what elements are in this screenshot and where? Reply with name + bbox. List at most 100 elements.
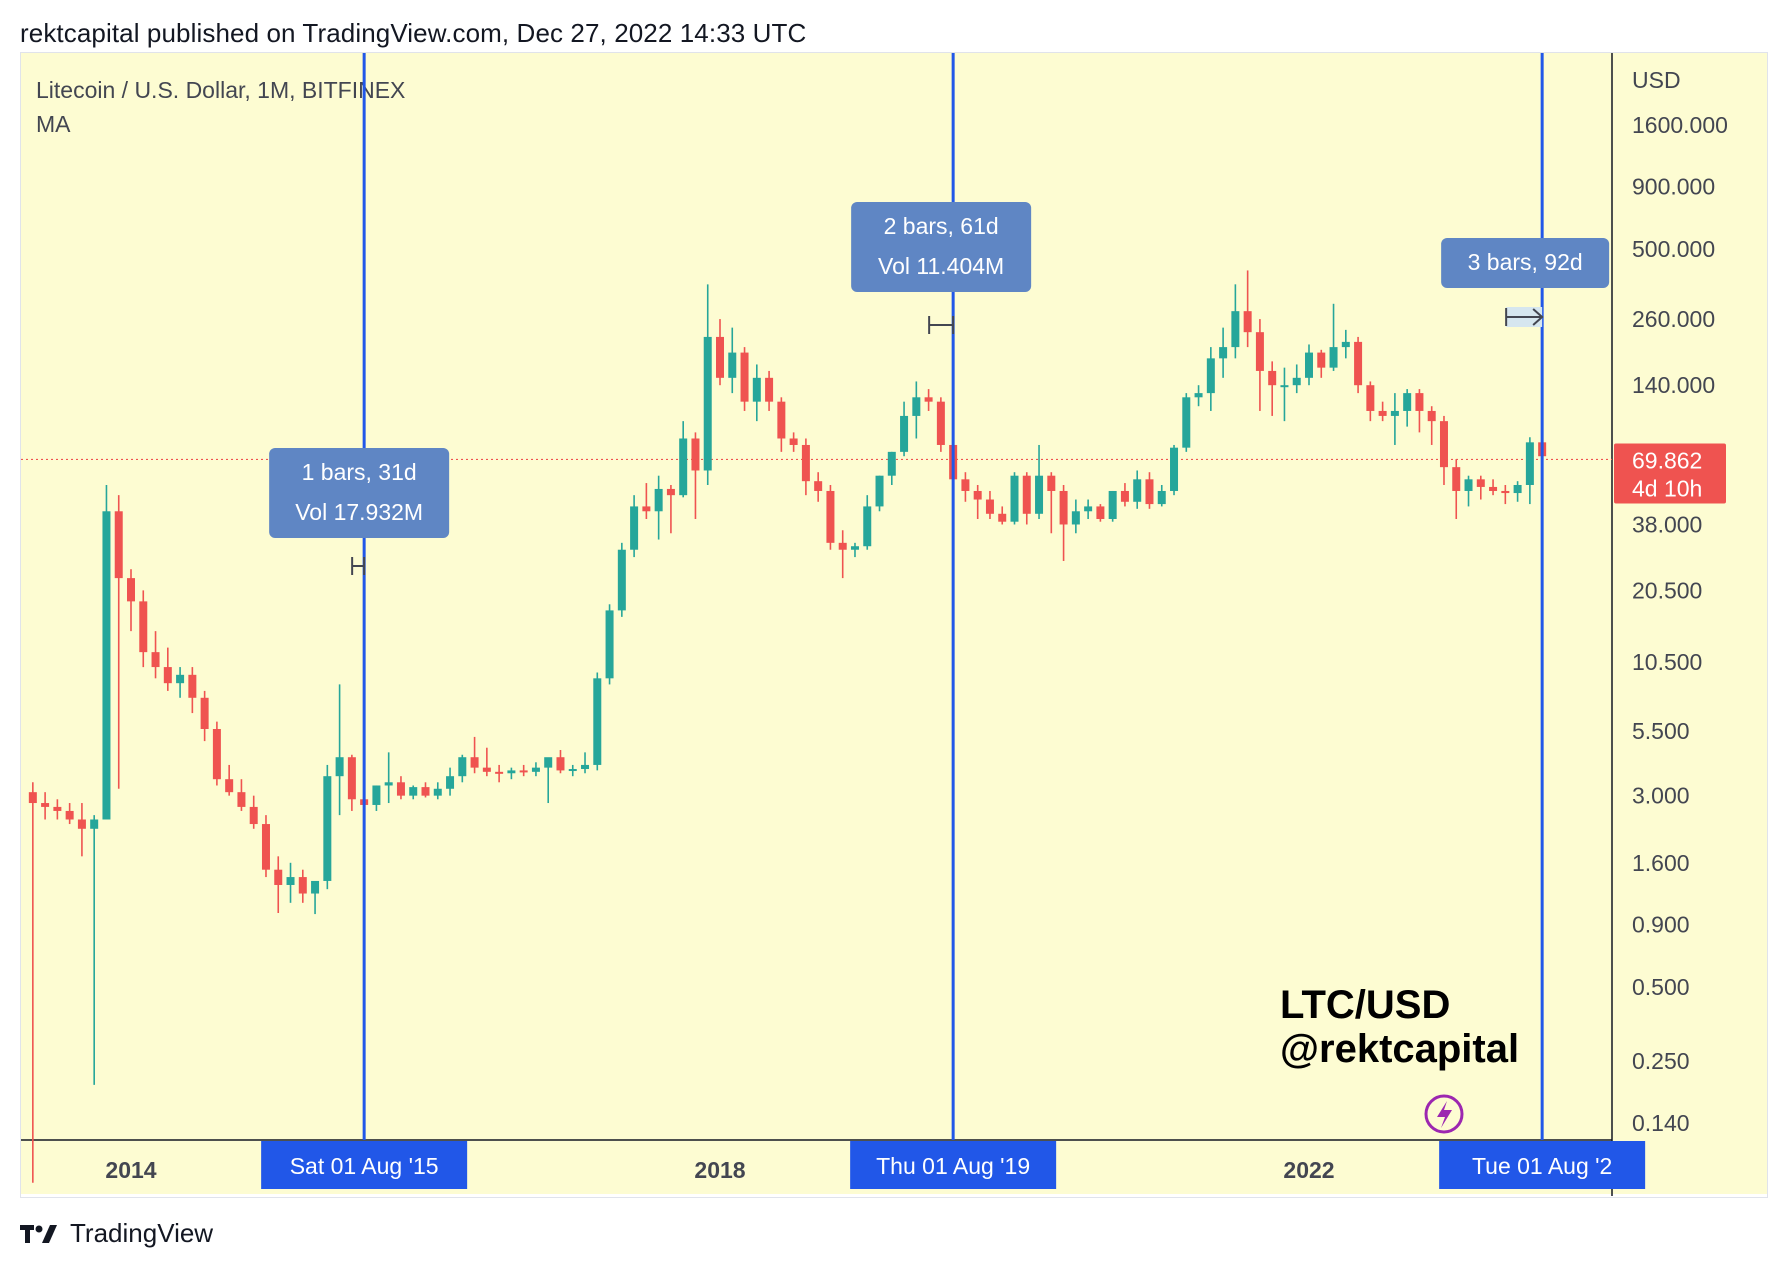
date-label: Tue 01 Aug '2 xyxy=(1472,1153,1612,1179)
candle-body xyxy=(212,728,221,780)
candle-body xyxy=(470,757,479,768)
candle-body xyxy=(875,475,884,507)
candle-body xyxy=(495,771,504,774)
candle-body xyxy=(1427,410,1436,422)
candle-body xyxy=(298,877,307,894)
candle-body xyxy=(1366,385,1375,411)
candle-body xyxy=(1513,484,1522,494)
candle-body xyxy=(519,770,528,773)
candle-body xyxy=(1354,341,1363,386)
candle-body xyxy=(176,674,185,684)
candle-body xyxy=(1206,358,1215,394)
y-tick-label: 20.500 xyxy=(1632,577,1702,603)
candle-body xyxy=(433,788,442,796)
chart-frame xyxy=(20,52,1768,1198)
candle-body xyxy=(998,513,1007,522)
candle-body xyxy=(1120,490,1129,502)
candle-body xyxy=(1305,352,1313,378)
x-tick-label: 2022 xyxy=(1283,1157,1334,1183)
candle-body xyxy=(1231,311,1240,348)
candle-body xyxy=(1280,385,1289,388)
candle-body xyxy=(163,667,172,684)
candle-body xyxy=(1108,490,1117,520)
currency-label: USD xyxy=(1632,67,1681,93)
candle-body xyxy=(114,511,123,579)
y-tick-label: 10.500 xyxy=(1632,649,1702,675)
candle-body xyxy=(372,785,381,805)
y-tick-label: 500.000 xyxy=(1632,236,1715,262)
candle-body xyxy=(1403,393,1412,411)
publish-header: rektcapital published on TradingView.com… xyxy=(20,18,807,48)
watermark-pair: LTC/USD xyxy=(1280,983,1450,1027)
date-label-bg xyxy=(261,1141,468,1189)
candle-body xyxy=(605,610,614,679)
measure-tooltip-bg xyxy=(1441,238,1610,288)
candle-body xyxy=(728,352,737,378)
candle-body xyxy=(1255,332,1264,371)
indicator-label: MA xyxy=(36,111,71,137)
date-label-bg xyxy=(1439,1141,1646,1189)
candle-body xyxy=(1268,370,1277,386)
candle-body xyxy=(151,652,160,668)
measure-tooltip-text: 2 bars, 61d xyxy=(884,213,999,239)
y-tick-label: 1.600 xyxy=(1632,850,1690,876)
candle-body xyxy=(1415,393,1424,411)
candle-body xyxy=(384,782,393,786)
measure-tooltip-bg xyxy=(269,448,450,538)
candle-body xyxy=(65,810,74,820)
candle-body xyxy=(531,767,540,772)
chart-title: Litecoin / U.S. Dollar, 1M, BITFINEX xyxy=(36,77,405,103)
x-tick-label: 2014 xyxy=(105,1157,156,1183)
candle-body xyxy=(1476,479,1485,487)
range-arrow-icon xyxy=(1532,308,1544,326)
candle-body xyxy=(1489,486,1498,491)
candle-body xyxy=(900,415,909,452)
watermark-author: @rektcapital xyxy=(1280,1027,1519,1071)
candle-body xyxy=(850,546,859,550)
y-tick-label: 38.000 xyxy=(1632,511,1702,537)
lightning-bolt-icon xyxy=(1437,1101,1452,1128)
candle-body xyxy=(421,787,430,796)
candle-body xyxy=(777,401,786,439)
candle-body xyxy=(1096,506,1105,520)
candle-body xyxy=(985,499,994,514)
last-price-tag xyxy=(1614,443,1726,504)
tradingview-logo-icon[interactable] xyxy=(20,1223,60,1245)
candle-body xyxy=(1182,397,1191,448)
candle-body xyxy=(593,678,602,765)
candle-body xyxy=(1157,490,1166,505)
candle-body xyxy=(127,578,135,602)
measure-tooltip-text: 1 bars, 31d xyxy=(302,459,417,485)
measure-tooltip-text: 3 bars, 92d xyxy=(1468,249,1583,275)
footer-brand[interactable]: TradingView xyxy=(70,1218,214,1248)
candle-body xyxy=(1133,479,1142,502)
candle-body xyxy=(41,803,50,807)
date-label: Sat 01 Aug '15 xyxy=(290,1153,439,1179)
candle-body xyxy=(458,757,467,777)
candle-body xyxy=(507,770,516,774)
lightning-icon[interactable] xyxy=(1424,1094,1464,1134)
candle-body xyxy=(1219,347,1228,359)
candle-body xyxy=(347,757,356,800)
candle-body xyxy=(77,819,86,829)
candle-body xyxy=(1390,410,1399,416)
candle-body xyxy=(973,490,982,500)
candle-body xyxy=(789,438,798,445)
candle-body xyxy=(90,819,99,829)
candle-body xyxy=(1010,475,1019,522)
candle-body xyxy=(1378,410,1387,416)
candle-body xyxy=(679,438,688,496)
y-tick-label: 0.900 xyxy=(1632,911,1690,937)
candle-body xyxy=(1084,506,1093,512)
x-tick-label: 2018 xyxy=(694,1157,745,1183)
candle-body xyxy=(323,776,332,881)
candle-body xyxy=(446,776,455,789)
candle-body xyxy=(261,824,270,870)
candle-body xyxy=(249,806,258,825)
y-tick-label: 1600.000 xyxy=(1632,112,1728,138)
candle-body xyxy=(188,674,197,698)
footer: TradingView xyxy=(20,1218,213,1249)
candle-body xyxy=(139,601,148,653)
candle-body xyxy=(1341,341,1350,348)
candle-body xyxy=(556,757,565,771)
